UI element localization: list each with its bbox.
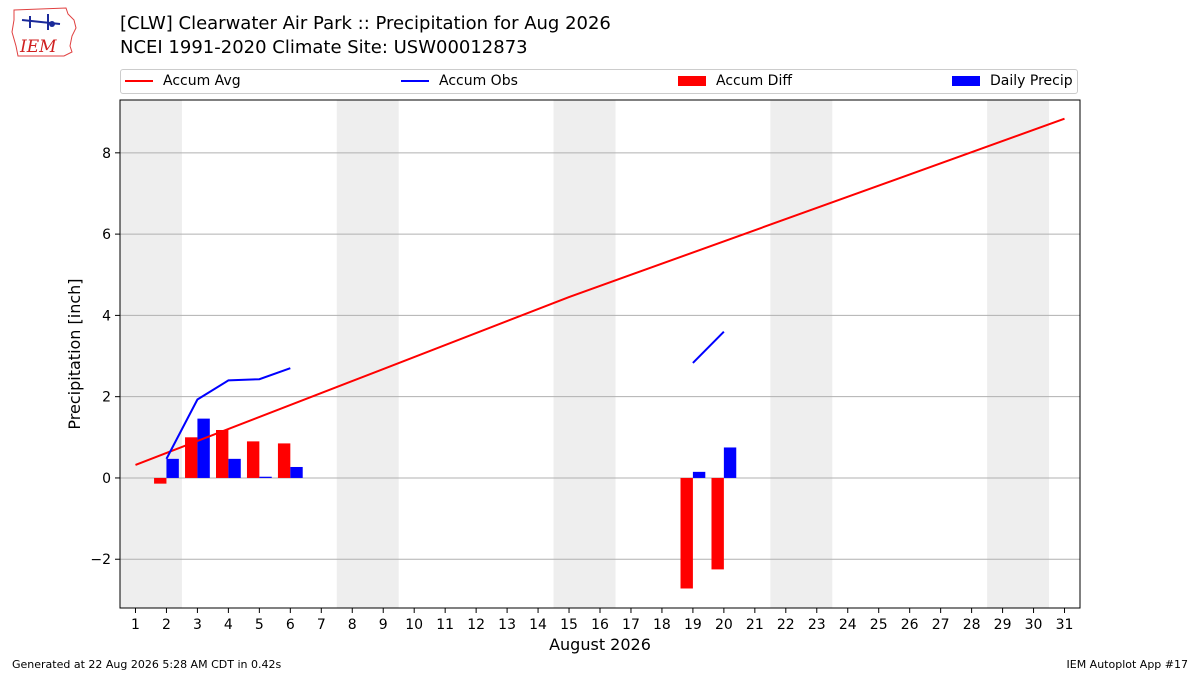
weekend-shading (120, 100, 1050, 608)
x-tick-label: 20 (715, 617, 733, 633)
series-lines (135, 117, 1065, 466)
legend-label-daily-precip: Daily Precip (990, 73, 1073, 89)
x-tick-label: 8 (348, 617, 357, 633)
legend-swatch-accum-avg (125, 80, 153, 82)
accum-diff-bar (185, 437, 198, 478)
x-tick-label: 10 (405, 617, 423, 633)
x-tick-label: 25 (870, 617, 888, 633)
iowa-outline-icon (11, 7, 77, 57)
weekend-shade-4 (987, 100, 1050, 608)
x-tick-label: 31 (1056, 617, 1074, 633)
legend-item-accum-avg: Accum Avg (125, 73, 241, 89)
x-tick-label: 13 (498, 617, 516, 633)
accum-diff-bar (277, 443, 291, 478)
y-tick-label: 4 (102, 308, 111, 324)
iem-logo: IEM (11, 7, 77, 57)
legend-item-daily-precip: Daily Precip (952, 73, 1073, 89)
x-tick-label: 12 (467, 617, 485, 633)
x-tick-label: 30 (1025, 617, 1043, 633)
legend: Accum Avg Accum Obs Accum Diff Daily Pre… (120, 69, 1078, 94)
weekend-shade-3 (770, 100, 833, 608)
daily-precip-bar (166, 458, 179, 478)
x-axis-label: August 2026 (549, 635, 651, 654)
legend-label-accum-avg: Accum Avg (163, 73, 241, 89)
legend-item-accum-obs: Accum Obs (401, 73, 518, 89)
x-tick-label: 11 (436, 617, 454, 633)
accum-obs-line (692, 330, 725, 364)
y-tick-label: 6 (102, 227, 111, 243)
x-tick-label: 3 (193, 617, 202, 633)
x-axis-ticks: 1 2 3 4 5 6 7 8 9 10 11 12 13 14 15 16 17 18 19 20 21 22 23 24 2… (131, 608, 1073, 633)
legend-swatch-accum-obs (401, 80, 429, 82)
x-tick-label: 1 (131, 617, 140, 633)
x-tick-label: 5 (255, 617, 264, 633)
footer-app: IEM Autoplot App #17 (1066, 658, 1189, 671)
x-tick-label: 4 (224, 617, 233, 633)
accum-diff-bar (246, 441, 260, 478)
accum-diff-bar (216, 429, 229, 478)
footer-generated: Generated at 22 Aug 2026 5:28 AM CDT in … (12, 658, 282, 671)
accum-diff-bar (154, 477, 167, 484)
x-tick-label: 29 (994, 617, 1012, 633)
weekend-shade-2 (553, 100, 616, 608)
y-tick-label: −2 (90, 552, 111, 568)
accum-avg-line (135, 117, 1065, 466)
daily-precip-bar (723, 447, 737, 478)
x-tick-label: 9 (379, 617, 388, 633)
weekend-shade-0 (120, 100, 182, 608)
accum-diff-bar (680, 477, 693, 589)
x-tick-label: 23 (808, 617, 826, 633)
daily-precip-bar (197, 418, 210, 478)
logo-text: IEM (19, 37, 57, 57)
x-tick-label: 6 (286, 617, 295, 633)
y-tick-label: 0 (102, 471, 111, 487)
daily-precip-bar (692, 471, 706, 478)
daily-precip-bar (290, 466, 303, 478)
x-tick-label: 26 (901, 617, 919, 633)
x-tick-label: 27 (932, 617, 950, 633)
legend-swatch-daily-precip (952, 76, 980, 86)
x-tick-label: 2 (162, 617, 171, 633)
x-tick-label: 21 (746, 617, 764, 633)
y-tick-label: 8 (102, 146, 111, 162)
x-tick-label: 17 (622, 617, 640, 633)
x-tick-label: 18 (653, 617, 671, 633)
accum-diff-bar (711, 477, 724, 570)
weekend-shade-1 (336, 100, 399, 608)
daily-precip-bar (228, 458, 241, 478)
legend-item-accum-diff: Accum Diff (678, 73, 792, 89)
x-tick-label: 22 (777, 617, 795, 633)
y-axis-label: Precipitation [inch] (65, 278, 84, 429)
x-tick-label: 24 (839, 617, 857, 633)
chart-title: [CLW] Clearwater Air Park :: Precipitati… (120, 13, 611, 34)
bars (154, 418, 737, 589)
y-tick-label: 2 (102, 390, 111, 406)
x-tick-label: 28 (963, 617, 981, 633)
x-tick-label: 7 (317, 617, 326, 633)
chart-subtitle: NCEI 1991-2020 Climate Site: USW00012873 (120, 37, 528, 58)
accum-obs-line (165, 367, 291, 460)
y-axis-ticks: −2 0 2 4 6 8 (90, 146, 120, 568)
x-tick-label: 14 (529, 617, 547, 633)
daily-precip-bar (259, 476, 272, 478)
x-tick-label: 15 (560, 617, 578, 633)
legend-label-accum-obs: Accum Obs (439, 73, 518, 89)
x-tick-label: 16 (591, 617, 609, 633)
legend-label-accum-diff: Accum Diff (716, 73, 793, 89)
x-tick-label: 19 (684, 617, 702, 633)
legend-swatch-accum-diff (678, 76, 706, 86)
